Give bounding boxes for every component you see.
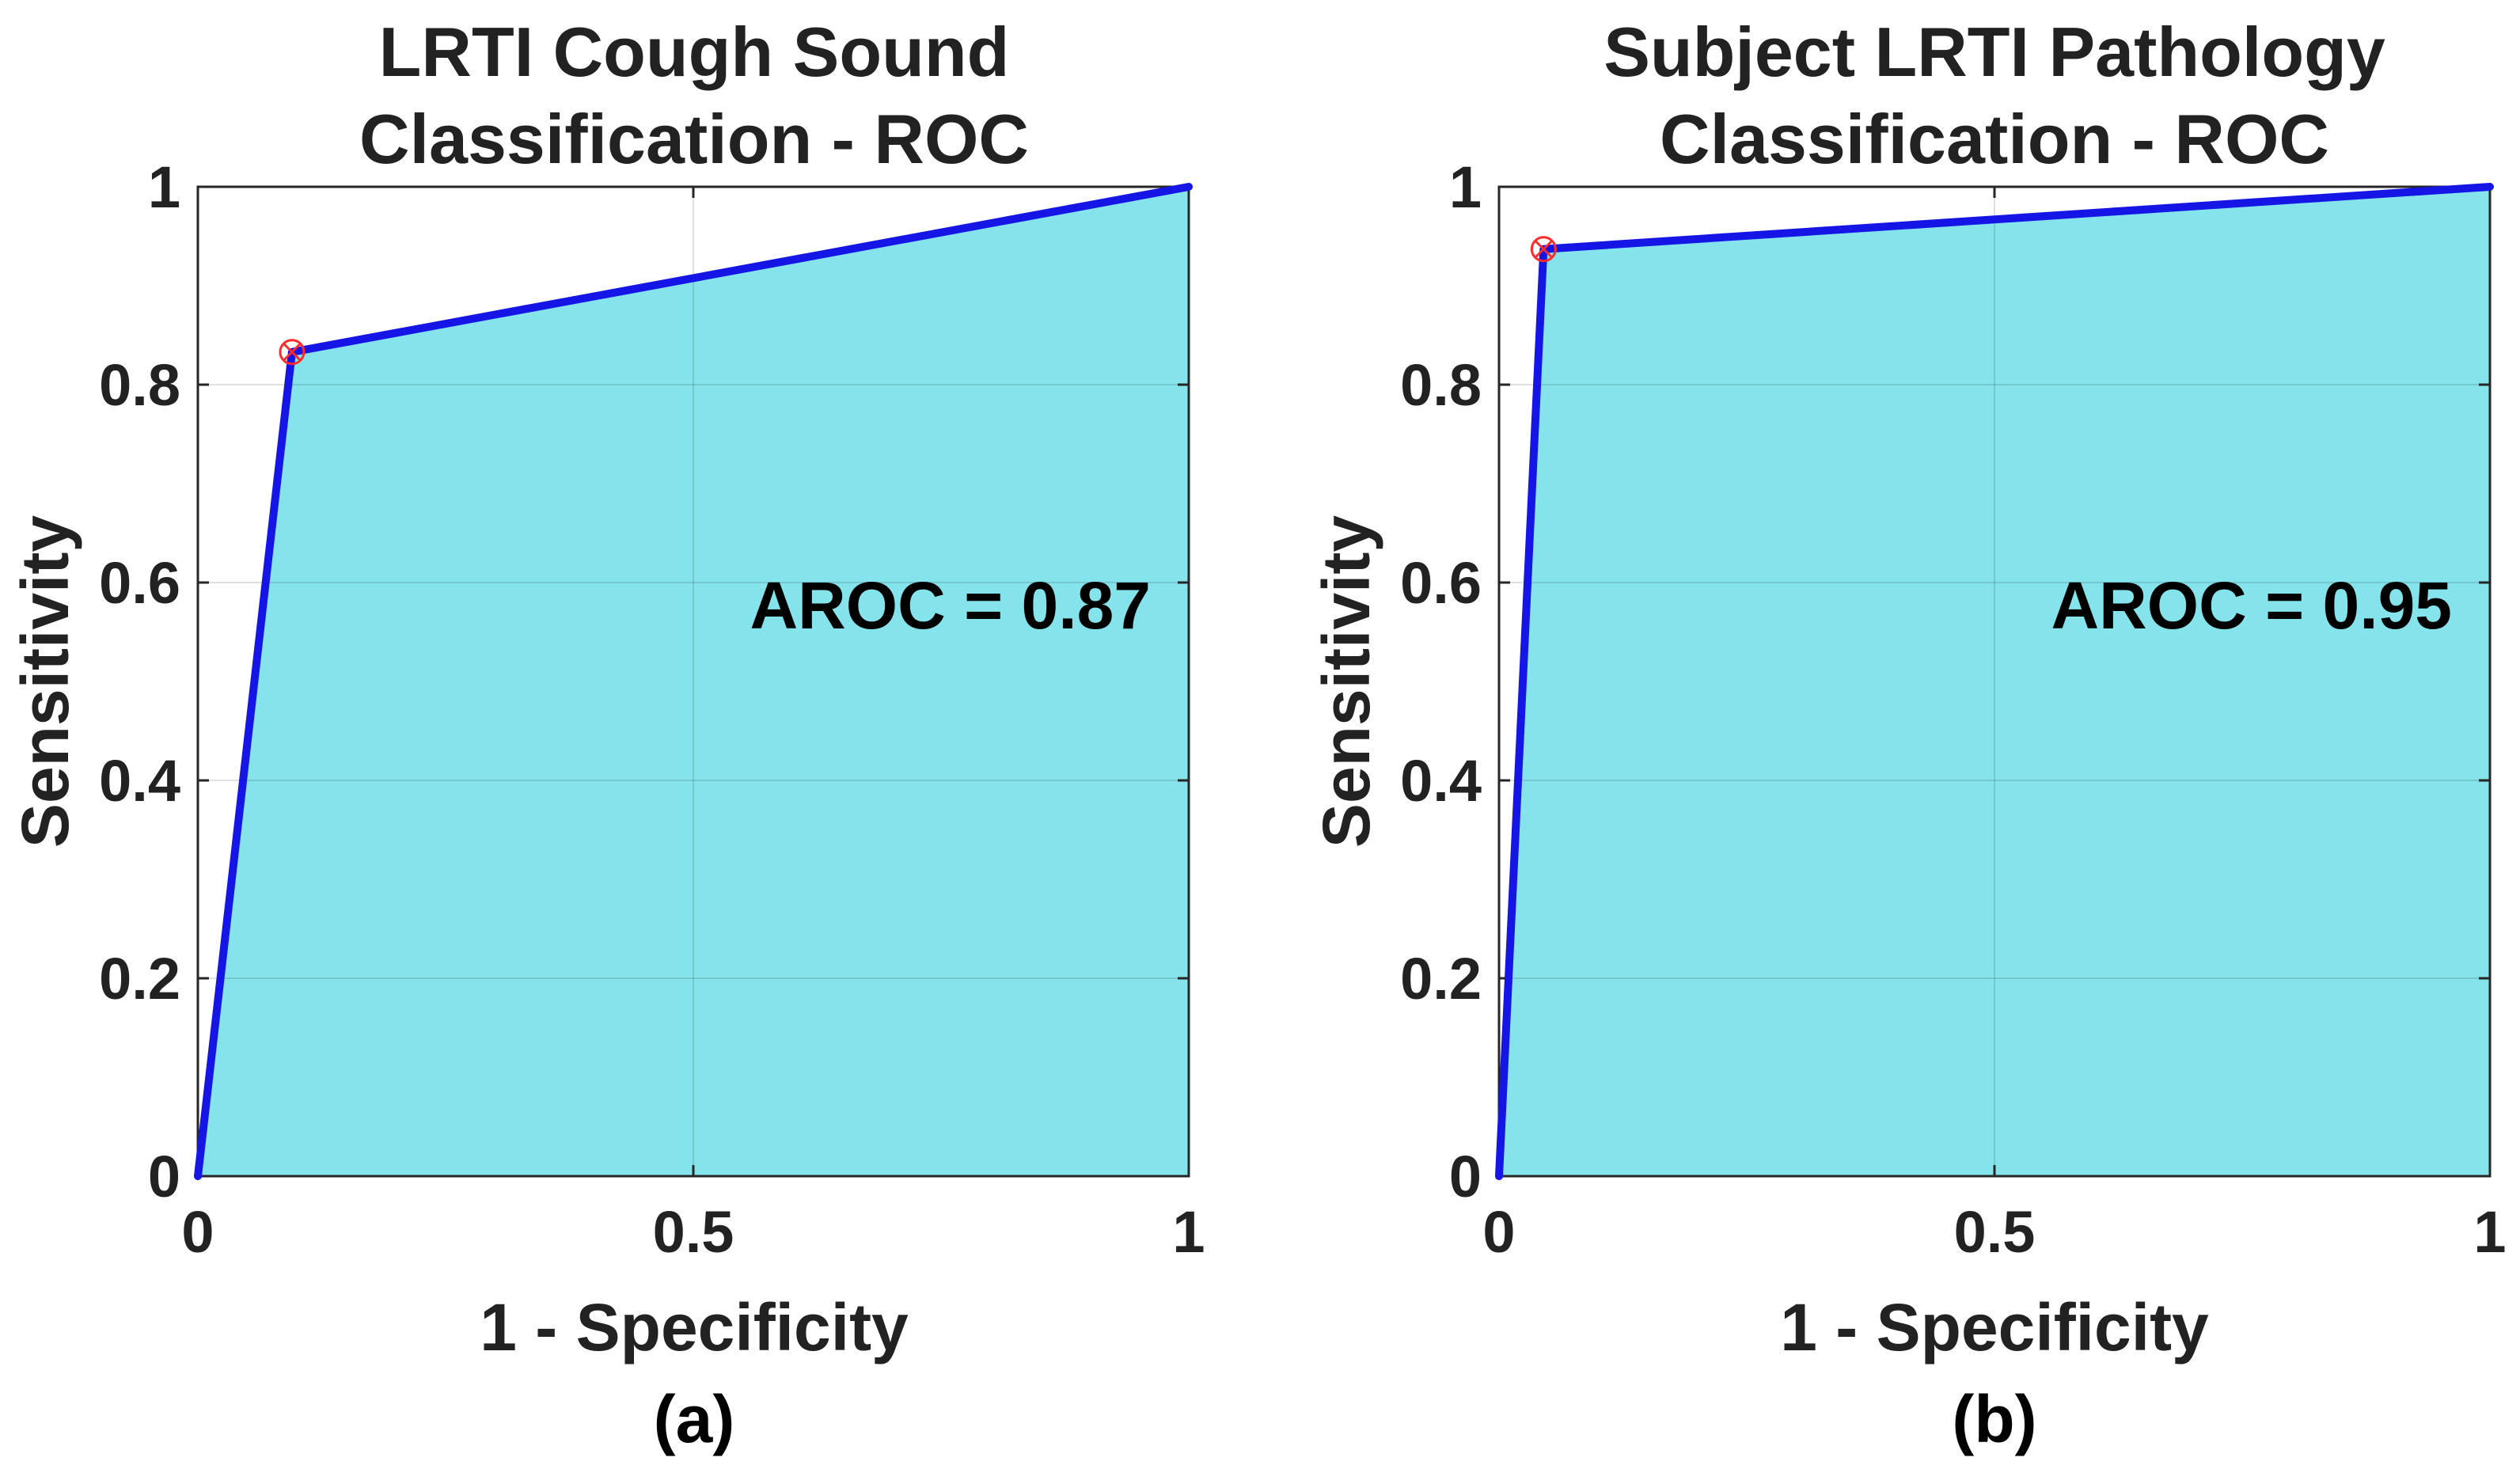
- chart-a-x-tick-label: 1: [1172, 1199, 1205, 1265]
- chart-b-y-tick-label: 0.2: [1400, 946, 1482, 1012]
- chart-b-x-tick-label: 1: [2473, 1199, 2506, 1265]
- chart-b-panel-caption: (b): [1952, 1382, 2036, 1456]
- chart-a-y-tick-label: 0.4: [99, 748, 180, 814]
- chart-a-y-tick-label: 1: [148, 154, 180, 220]
- chart-b-title-line: Subject LRTI Pathology: [1603, 13, 2385, 91]
- chart-b-roc-area-fill: [1499, 187, 2490, 1176]
- chart-b-panel: 0 0.5 1 0 0.2 0.4 0.6 0.8 1 Subject LRTI Patholog…: [1309, 13, 2507, 1456]
- chart-a-aroc-annotation: AROC = 0.87: [750, 568, 1151, 643]
- chart-b-y-tick-label: 0.6: [1400, 550, 1482, 616]
- chart-a-title-line: Classification - ROC: [359, 100, 1029, 178]
- chart-b-y-tick-label: 1: [1449, 154, 1482, 220]
- chart-a-y-tick-label: 0.6: [99, 550, 180, 616]
- chart-b-title-line: Classification - ROC: [1660, 100, 2329, 178]
- chart-b-aroc-annotation: AROC = 0.95: [2051, 568, 2452, 643]
- chart-b-y-axis-label: Sensitivity: [1309, 515, 1383, 848]
- chart-a-operating-point-marker: [279, 339, 306, 366]
- chart-a-panel-caption: (a): [654, 1382, 735, 1456]
- chart-a-operating-point-cross-b: [283, 343, 302, 362]
- chart-a-title-line: LRTI Cough Sound: [379, 13, 1010, 91]
- chart-b-x-tick-label: 0: [1482, 1199, 1515, 1265]
- chart-a-x-tick-label: 0.5: [653, 1199, 734, 1265]
- chart-b-y-tick-label: 0: [1449, 1144, 1482, 1209]
- chart-b-x-tick-label: 0.5: [1954, 1199, 2036, 1265]
- chart-a-y-tick-label: 0.8: [99, 352, 180, 418]
- chart-b-y-tick-label: 0.4: [1400, 748, 1482, 814]
- chart-a-y-axis-label: Sensitivity: [8, 515, 82, 848]
- chart-b-operating-point-cross-b: [1534, 240, 1553, 259]
- chart-b-y-tick-label: 0.8: [1400, 352, 1482, 418]
- chart-b-operating-point-marker: [1530, 236, 1557, 263]
- chart-a-x-axis-label: 1 - Specificity: [480, 1290, 909, 1365]
- chart-a-y-tick-label: 0: [148, 1144, 180, 1209]
- chart-a-y-tick-label: 0.2: [99, 946, 180, 1012]
- chart-a-x-tick-label: 0: [181, 1199, 214, 1265]
- chart-a-roc-area-fill: [198, 187, 1189, 1176]
- chart-b-x-axis-label: 1 - Specificity: [1780, 1290, 2209, 1365]
- chart-a-panel: 0 0.5 1 0 0.2 0.4 0.6 0.8 1 LRTI Cough Sound Class…: [8, 13, 1205, 1456]
